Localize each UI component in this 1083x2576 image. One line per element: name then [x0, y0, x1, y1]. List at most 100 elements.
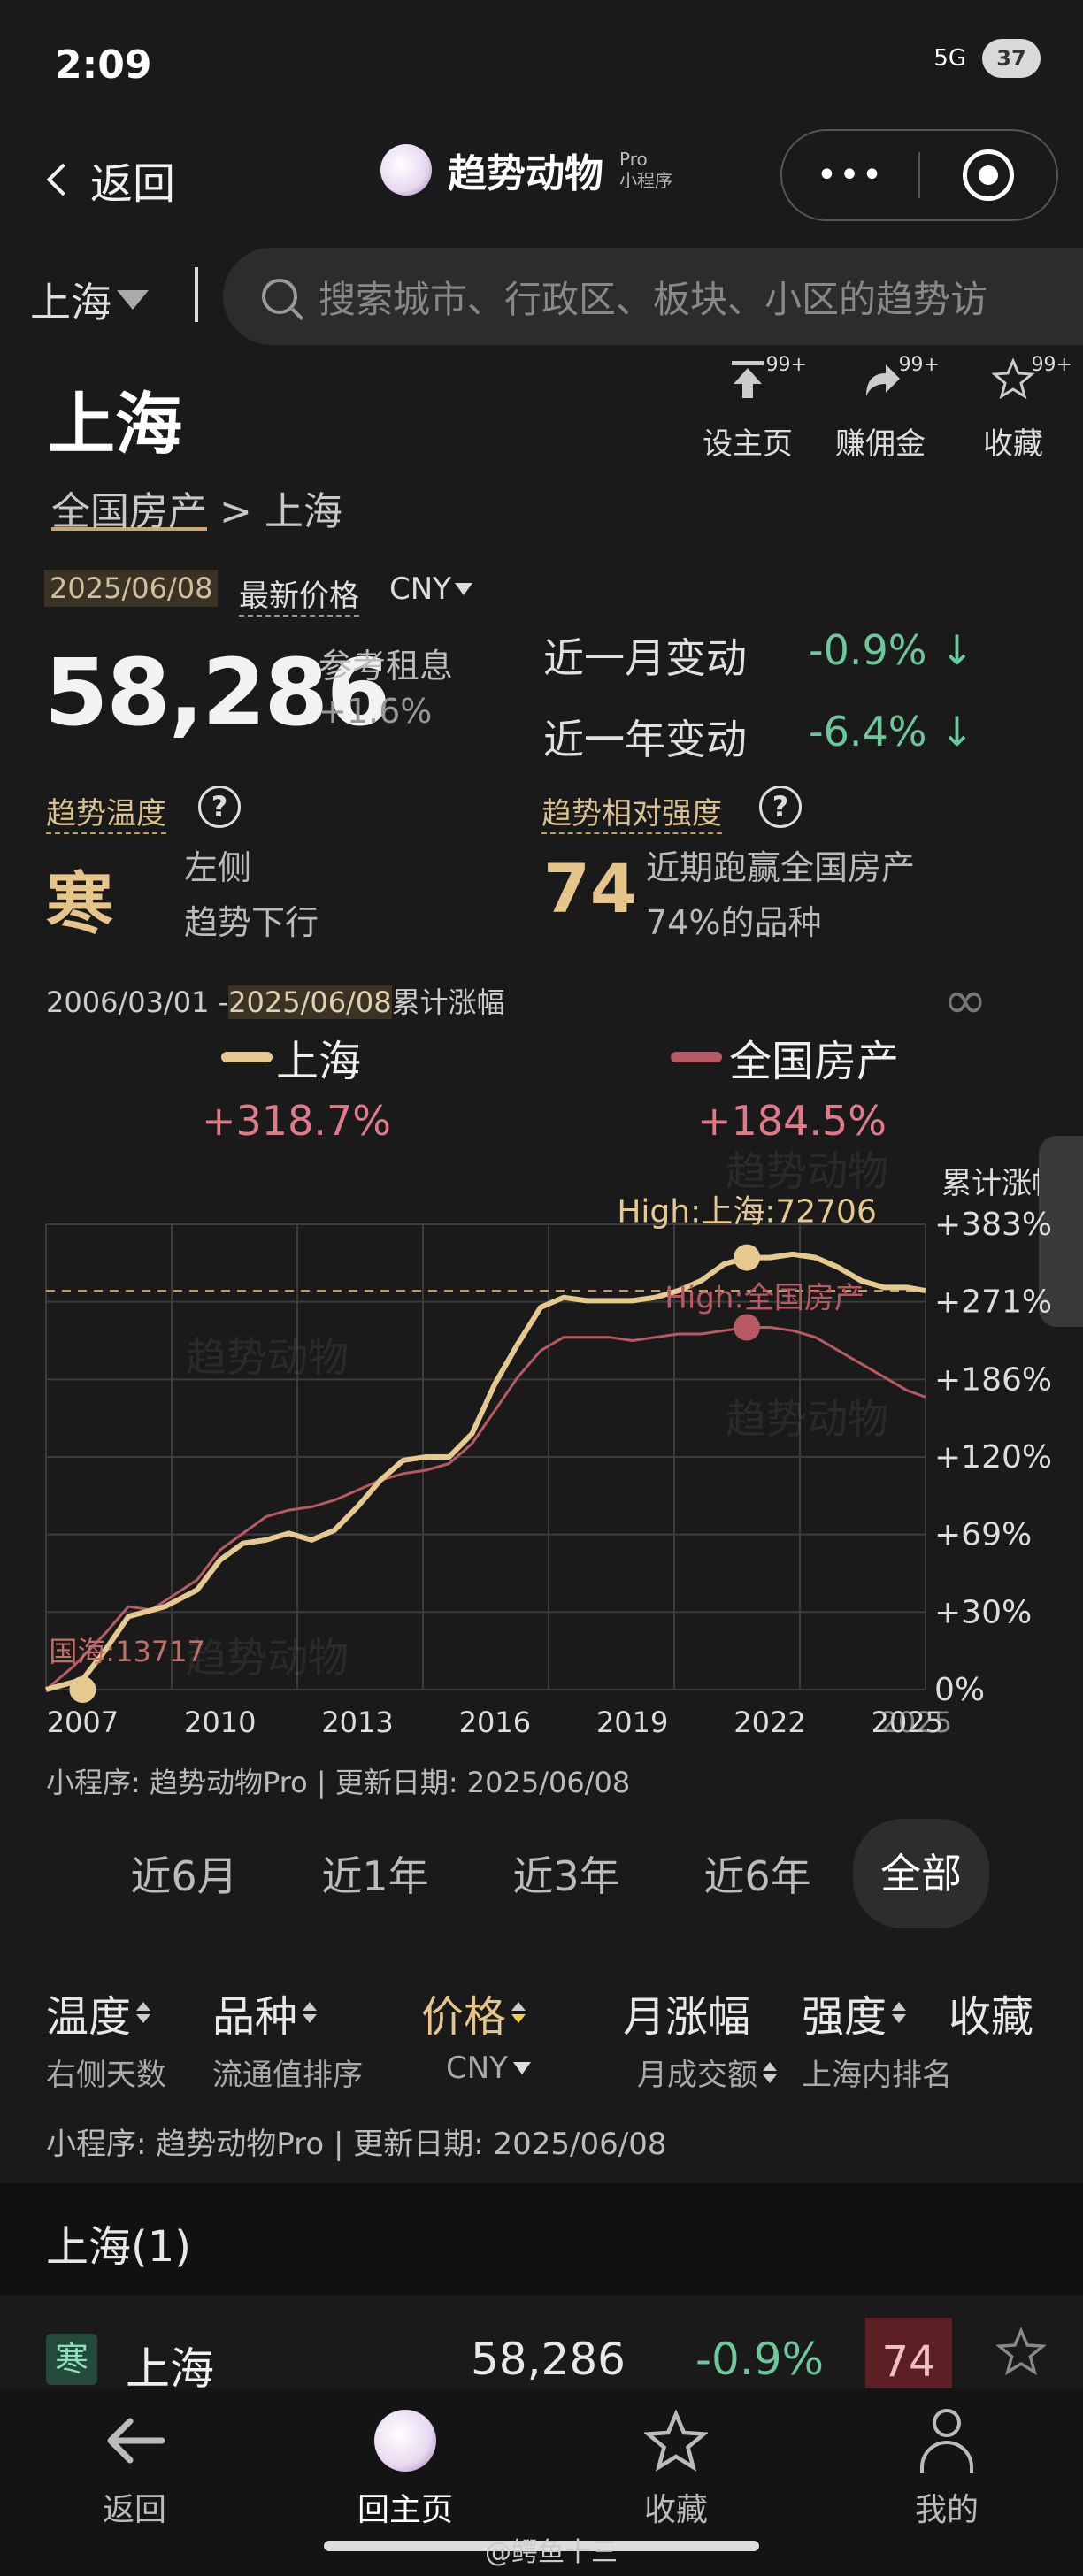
col-variety[interactable]: 品种: [212, 1982, 318, 2043]
earn-label-text: 赚佣金: [835, 426, 926, 462]
trend-strength-desc1: 近期跑赢全国房产: [646, 848, 916, 887]
breadcrumb-root[interactable]: 全国房产: [51, 489, 207, 534]
trend-strength-value: 74: [543, 849, 637, 928]
page-title: 上海: [48, 385, 182, 464]
x-tick-label: 2022: [734, 1706, 805, 1734]
favorite-badge: 99+: [1031, 354, 1072, 376]
col-month-label: 月涨幅: [623, 1992, 751, 2042]
set-home-button[interactable]: 99+ 设主页: [681, 354, 814, 463]
search-input[interactable]: 搜索城市、行政区、板块、小区的趋势访: [223, 248, 1083, 345]
y-tick-label: +383%: [934, 1207, 1052, 1243]
row-change: -0.9%: [695, 2334, 825, 2385]
share-icon: [814, 357, 947, 414]
y-tick-label: +69%: [934, 1517, 1032, 1553]
city-selector[interactable]: 上海: [30, 271, 149, 329]
rent-yield-label: 参考租息: [319, 647, 454, 686]
tab-3y[interactable]: 近3年: [512, 1852, 620, 1900]
sub-temp: 右侧天数: [46, 2058, 166, 2093]
legend-national[interactable]: 全国房产: [671, 1026, 899, 1088]
chart-range: 2006/03/01 -2025/06/08累计涨幅: [46, 980, 505, 1021]
sub-price-currency[interactable]: CNY: [446, 2051, 531, 2086]
tabbar-me[interactable]: 我的: [858, 2401, 1035, 2530]
trend-temp-label: 趋势温度: [46, 789, 166, 834]
tabbar-fav-label: 收藏: [643, 2492, 708, 2528]
tabbar-me-label: 我的: [914, 2492, 979, 2528]
tab-6m[interactable]: 近6月: [130, 1852, 238, 1900]
y-tick-label: +271%: [934, 1284, 1052, 1321]
sort-icon: [136, 2002, 151, 2023]
year-change-label: 近一年变动: [543, 716, 747, 763]
legend-national-label: 全国房产: [729, 1037, 900, 1086]
period-tabs: 近6月 近1年 近3年 近6年 全部: [88, 1819, 989, 1928]
home-indicator: [324, 2541, 759, 2551]
trend-temp-desc1: 左侧: [184, 848, 252, 887]
user-icon: [858, 2401, 1035, 2480]
year-change-value: -6.4% ↓: [809, 708, 974, 755]
watermark-text: @鳄鱼十三: [485, 2537, 618, 2568]
tabbar-fav[interactable]: 收藏: [588, 2401, 764, 2530]
tabbar-home[interactable]: 回主页: [317, 2401, 494, 2530]
set-home-label: 设主页: [703, 426, 793, 462]
x-tick-label: 2016: [459, 1706, 531, 1734]
sub-variety: 流通值排序: [212, 2058, 363, 2093]
range-start: 2006/03/01 -: [46, 985, 229, 1019]
help-icon[interactable]: ?: [759, 786, 802, 828]
divider: [195, 267, 198, 322]
rent-yield-value: +1.6%: [319, 692, 433, 731]
sub-month[interactable]: 月成交额: [637, 2051, 777, 2094]
latest-price: 58,286: [44, 639, 390, 747]
latest-price-label: 最新价格: [239, 571, 359, 617]
col-month-change[interactable]: 月涨幅: [623, 1982, 750, 2043]
capsule-divider: [918, 152, 920, 198]
pin-top-icon: [681, 357, 814, 414]
legend-shanghai[interactable]: 上海: [221, 1026, 361, 1088]
col-strength[interactable]: 强度: [802, 1982, 907, 2043]
col-strength-label: 强度: [802, 1992, 887, 2042]
x-tick-label: 2025: [880, 1706, 952, 1734]
favorite-button[interactable]: 99+ 收藏: [947, 354, 1079, 463]
group-label: 上海(1): [46, 2222, 191, 2272]
y-tick-label: +30%: [934, 1594, 1032, 1630]
row-price: 58,286: [471, 2334, 626, 2385]
currency-selector[interactable]: CNY: [389, 571, 472, 607]
breadcrumb-sep: >: [207, 489, 265, 534]
star-icon: [947, 357, 1079, 414]
infinity-icon[interactable]: ∞: [943, 970, 987, 1031]
col-fav: 收藏: [949, 1982, 1033, 2043]
tabbar-back-label: 返回: [102, 2492, 166, 2528]
star-icon: [588, 2401, 764, 2480]
help-icon[interactable]: ?: [198, 786, 241, 828]
y-tick-label: 0%: [934, 1672, 985, 1708]
close-button[interactable]: [920, 150, 1056, 201]
range-suffix: 累计涨幅: [391, 985, 505, 1019]
series-line-shanghai: [45, 1251, 926, 1692]
col-price[interactable]: 价格: [421, 1982, 526, 2043]
earn-badge: 99+: [898, 354, 940, 376]
col-temp[interactable]: 温度: [46, 1982, 151, 2043]
month-change-value: -0.9% ↓: [809, 626, 974, 674]
range-end: 2025/06/08: [228, 985, 392, 1019]
sub-month-label: 月成交额: [637, 2058, 757, 2093]
chevron-left-icon: [46, 163, 80, 196]
side-drawer-handle[interactable]: [1039, 1136, 1083, 1327]
sub-strength: 上海内排名: [802, 2058, 952, 2093]
high-label-national: High:全国房产: [664, 1280, 864, 1315]
miniprogram-capsule: •••: [780, 129, 1058, 221]
price-chart[interactable]: +383% +271% +186% +120% +69% +30% 0% 2007 2010 20…: [0, 1150, 1083, 1734]
earn-commission-button[interactable]: 99+ 赚佣金: [814, 354, 947, 463]
row-name[interactable]: 上海: [126, 2343, 214, 2395]
status-time: 2:09: [55, 42, 152, 88]
app-title: 趋势动物 Pro 小程序: [380, 142, 672, 198]
star-icon[interactable]: [995, 2327, 1047, 2388]
more-button[interactable]: •••: [816, 155, 885, 196]
x-tick-label: 2013: [321, 1706, 393, 1734]
status-icons: 5G 37: [933, 39, 1041, 78]
tab-6y[interactable]: 近6年: [703, 1852, 811, 1900]
breadcrumb-leaf: 上海: [264, 489, 342, 534]
group-header: [0, 2183, 1083, 2295]
y-tick-label: +120%: [934, 1439, 1052, 1476]
tabbar-back[interactable]: 返回: [46, 2401, 223, 2530]
back-button[interactable]: 返回: [46, 149, 175, 211]
tab-all[interactable]: 全部: [853, 1819, 989, 1928]
tab-1y[interactable]: 近1年: [321, 1852, 429, 1900]
